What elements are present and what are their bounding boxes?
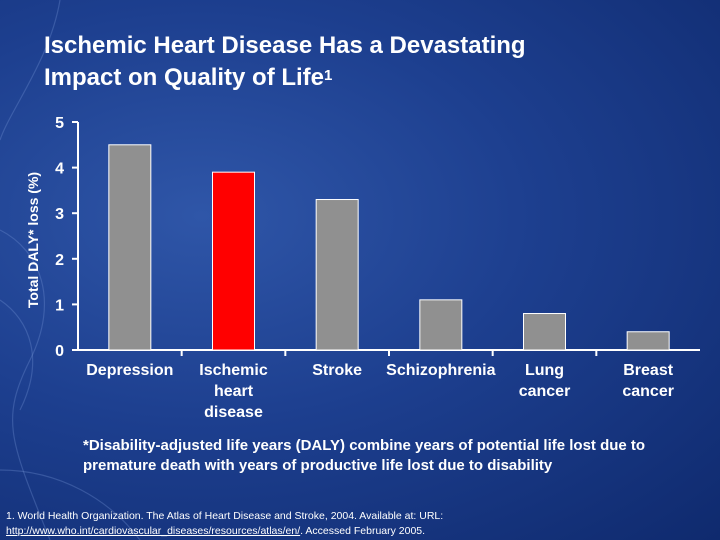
bar-breast-cancer	[626, 331, 670, 351]
bar-stroke	[315, 199, 359, 351]
reference-citation: 1. World Health Organization. The Atlas …	[6, 509, 706, 539]
bar-schizophrenia	[419, 299, 463, 351]
y-tick-label-3: 3	[55, 206, 64, 223]
category-label-ischemic-heart-disease: Ischemic heart disease	[199, 362, 268, 421]
daly-footnote: *Disability-adjusted life years (DALY) c…	[83, 437, 646, 474]
bar-ischemic-heart-disease	[212, 171, 255, 351]
y-tick-label-1: 1	[55, 297, 64, 314]
y-tick-label-0: 0	[55, 343, 64, 360]
title-superscript: 1	[324, 67, 333, 84]
category-label-breast-cancer: Breast cancer	[622, 362, 674, 400]
reference-link[interactable]: http://www.who.int/cardiovascular_diseas…	[6, 525, 301, 537]
y-tick-label-5: 5	[55, 115, 64, 132]
y-tick-label-2: 2	[55, 252, 64, 269]
category-label-lung-cancer: Lung cancer	[518, 362, 571, 400]
reference-text: 1. World Health Organization. The Atlas …	[6, 510, 444, 522]
category-label-schizophrenia: Schizophrenia	[386, 362, 496, 379]
bar-depression	[108, 144, 152, 351]
title-line-2: Impact on Quality of Life	[44, 64, 325, 91]
slide-title: Ischemic Heart Disease Has a Devastating…	[44, 30, 526, 94]
category-label-depression: Depression	[86, 362, 174, 379]
bar-lung-cancer	[523, 313, 566, 351]
reference-accessed: . Accessed February 2005.	[300, 525, 426, 537]
y-tick-label-4: 4	[55, 161, 64, 178]
category-label-stroke: Stroke	[312, 362, 363, 379]
title-line-1: Ischemic Heart Disease Has a Devastating	[44, 32, 526, 59]
